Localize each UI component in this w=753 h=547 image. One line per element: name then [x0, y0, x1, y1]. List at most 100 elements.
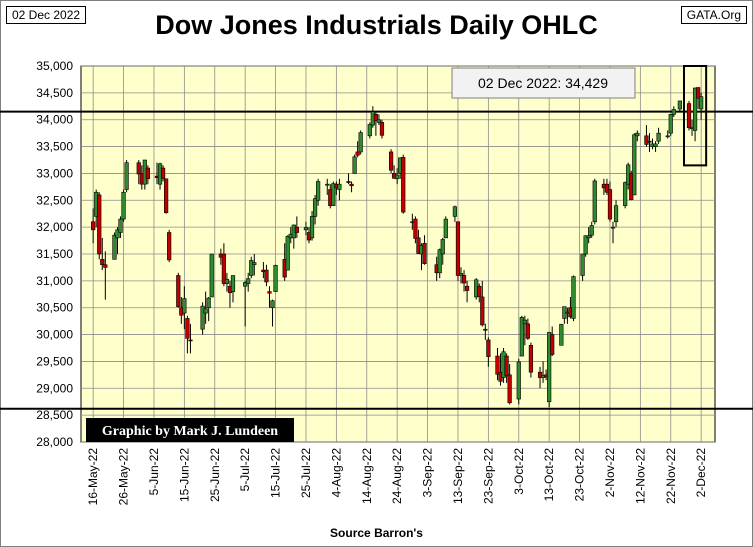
x-tick-label: 22-Nov-22 [664, 448, 678, 504]
y-tick-label: 28,000 [36, 435, 73, 449]
candle-body-down [373, 114, 378, 122]
candle-body-up [309, 216, 315, 239]
candle-body-up [443, 218, 448, 239]
date-label: 02 Dec 2022 [6, 6, 87, 24]
x-tick-label: 25-Jul-22 [299, 448, 313, 498]
x-tick-label: 2-Dec-22 [694, 448, 708, 498]
candle-body-up [230, 275, 236, 292]
candle-body-up [656, 132, 661, 142]
candle-body-up [586, 235, 591, 239]
candle-body-down [550, 334, 555, 355]
candle-body-up [112, 234, 117, 260]
candle-body-up [653, 143, 658, 147]
chart-title: Dow Jones Industrials Daily OHLC [155, 10, 598, 40]
y-tick-label: 35,000 [36, 59, 73, 73]
candle-body-up [252, 262, 257, 266]
candle-body-up [699, 96, 704, 110]
candle-body-up [458, 273, 464, 276]
x-tick-label: 26-May-22 [117, 448, 131, 506]
candle-body-up [592, 180, 597, 223]
y-tick-label: 30,500 [36, 301, 73, 315]
candle-body-up [571, 276, 576, 319]
candle-body-down [537, 371, 543, 378]
candle-body-down [167, 232, 172, 261]
candle-body-up [580, 253, 585, 276]
y-tick-label: 28,500 [36, 408, 73, 422]
candle-body-up [610, 226, 616, 229]
candle-body-down [188, 339, 193, 342]
candle-body-down [525, 323, 530, 339]
source-label: Source Barron's [330, 526, 423, 540]
candle-body-up [203, 308, 208, 314]
candle-body-down [91, 221, 96, 231]
candle-body-up [665, 135, 670, 138]
x-tick-label: 16-May-22 [86, 448, 100, 506]
annotation-text: 02 Dec 2022: 34,429 [478, 75, 608, 91]
candle-body-up [209, 253, 214, 298]
candle-body-up [613, 205, 619, 223]
candle-body-up [316, 181, 321, 201]
candle-body-up [182, 298, 187, 314]
candle-body-down [528, 345, 534, 373]
x-tick-label: 3-Sep-22 [421, 448, 435, 498]
candle-body-up [589, 225, 594, 236]
candle-body-down [413, 218, 418, 239]
candle-body-up [516, 361, 521, 400]
credit-box [86, 418, 294, 442]
candle-body-down [604, 183, 610, 193]
credit-text: Graphic by Mark J. Lundeen [102, 424, 278, 439]
candle-body-up [285, 235, 290, 271]
candle-body-down [294, 226, 299, 233]
x-tick-label: 4-Aug-22 [329, 448, 343, 498]
x-tick-label: 12-Nov-22 [633, 448, 647, 504]
candle-body-down [647, 140, 652, 143]
y-tick-label: 31,000 [36, 274, 73, 288]
candle-body-down [103, 264, 108, 268]
candle-body-down [504, 355, 509, 377]
candle-body-down [221, 253, 226, 284]
candle-body-down [461, 275, 467, 284]
candle-body-down [401, 157, 406, 213]
candle-body-down [379, 122, 385, 136]
candle-body-down [185, 318, 190, 339]
candle-body-down [464, 285, 470, 291]
x-tick-label: 24-Aug-22 [390, 448, 404, 504]
candle-body-up [224, 278, 230, 284]
candle-body-up [376, 119, 382, 123]
candle-body-down [160, 167, 166, 179]
y-tick-label: 33,500 [36, 140, 73, 154]
candle-body-up [337, 183, 342, 190]
candle-body-down [507, 374, 512, 404]
candle-body-up [559, 324, 564, 346]
candle-body-up [124, 162, 129, 190]
candle-body-down [422, 242, 427, 264]
candle-body-up [243, 282, 248, 287]
candle-body-up [331, 183, 336, 206]
candle-body-down [355, 151, 360, 156]
candle-body-up [118, 218, 123, 233]
candle-body-down [696, 87, 701, 99]
x-tick-label: 5-Jun-22 [147, 448, 161, 496]
y-tick-label: 34,500 [36, 86, 73, 100]
candle-body-down [136, 162, 141, 175]
candle-body-up [677, 100, 682, 110]
candle-body-up [121, 191, 126, 220]
x-tick-label: 14-Aug-22 [360, 448, 374, 504]
candle-body-down [346, 181, 351, 183]
candle-body-up [200, 305, 205, 330]
candle-body-up [522, 319, 527, 325]
y-tick-label: 31,500 [36, 247, 73, 261]
candle-body-down [486, 339, 491, 357]
candle-body-up [249, 260, 254, 276]
candle-body-up [519, 317, 524, 357]
x-tick-label: 5-Jul-22 [238, 448, 252, 492]
candle-body-up [352, 156, 357, 174]
y-tick-label: 33,000 [36, 166, 73, 180]
highlight-box [683, 65, 708, 167]
candle-body-down [164, 178, 169, 213]
candle-body-up [668, 114, 673, 134]
candle-body-down [145, 167, 150, 180]
candle-body-up [440, 239, 445, 255]
candle-body-up [623, 182, 628, 206]
